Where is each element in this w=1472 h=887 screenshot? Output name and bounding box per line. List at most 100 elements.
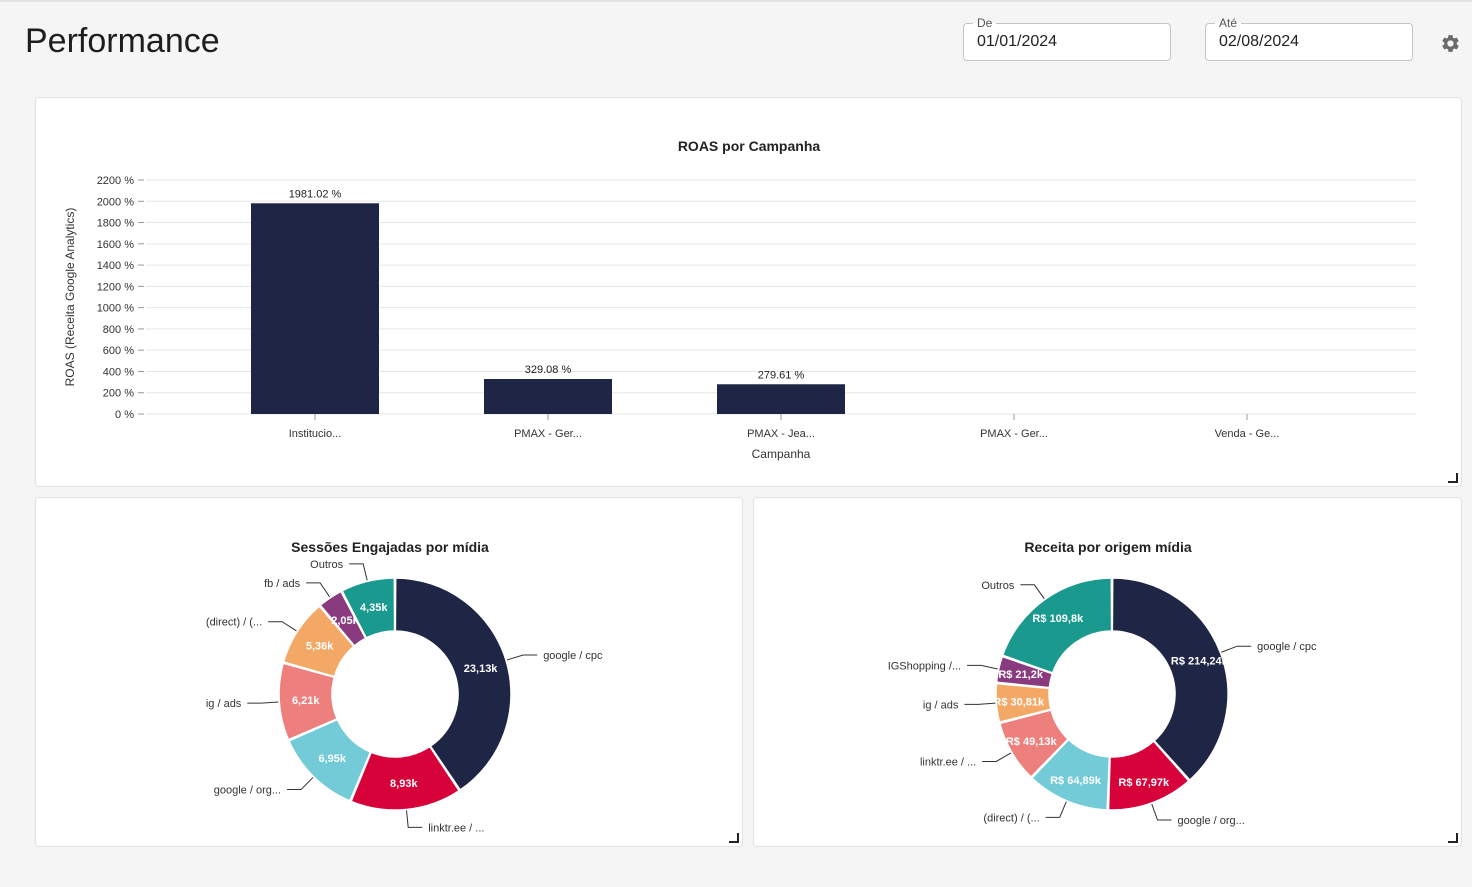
x-tick-label: PMAX - Jea... [747,428,815,440]
leader-line [268,621,297,632]
date-from-input[interactable] [977,33,1157,51]
slice-category-label: google / org... [1178,815,1245,827]
slice-category-label: ig / ads [206,698,242,710]
leader-line [349,563,368,581]
roas-bar-chart: ROAS por Campanha ROAS (Receita Google An… [63,138,1416,461]
donut-slice[interactable] [350,745,460,811]
leader-line [982,752,1012,762]
resize-handle[interactable] [1448,473,1458,483]
donut-slice[interactable] [288,718,372,802]
slice-category-label: IGShopping /... [888,660,961,672]
y-axis-label: ROAS (Receita Google Analytics) [63,208,77,387]
x-tick-label: PMAX - Ger... [980,428,1048,440]
leader-line [306,582,331,598]
donut-slice[interactable] [341,577,396,639]
slice-value-label: 23,13k [464,663,499,675]
resize-handle[interactable] [729,833,739,843]
donut-slice[interactable] [278,662,338,741]
y-tick-label: 800 % [103,324,134,336]
sessions-donut-chart: Sessões Engajadas por mídia 23,13k google … [206,539,603,834]
gear-icon[interactable] [1440,33,1461,54]
leader-line [406,810,423,828]
bar[interactable] [484,378,612,414]
slice-value-label: R$ 21,2k [998,669,1044,681]
y-tick-label: 400 % [103,366,134,378]
slice-value-label: R$ 49,13k [1006,736,1058,748]
slice-value-label: 8,93k [390,778,418,790]
bar[interactable] [251,203,379,414]
y-tick-label: 1000 % [97,303,135,315]
leader-line [1020,584,1045,599]
sessions-chart-card: Sessões Engajadas por mídia 23,13k google … [35,497,743,847]
slice-category-label: google / cpc [1257,641,1317,653]
x-tick-label: Institucio... [289,428,342,440]
leader-line [287,777,314,791]
slice-category-label: linktr.ee / ... [428,822,484,834]
revenue-chart-card: Receita por origem mídia R$ 214,24k google… [753,497,1462,847]
y-tick-label: 1400 % [97,260,135,272]
y-tick-label: 2200 % [97,175,135,187]
donut-slice[interactable] [995,682,1052,723]
slice-value-label: R$ 109,8k [1032,613,1084,625]
date-from-field[interactable]: De [963,16,1171,61]
slice-value-label: 5,36k [306,641,334,653]
top-divider [0,0,1472,2]
bar-data-label: 279.61 % [758,369,805,381]
donut-slice[interactable] [394,577,512,791]
leader-line [1045,801,1067,818]
donut-slice[interactable] [1031,738,1111,811]
y-tick-label: 1600 % [97,239,135,251]
x-axis-label: Campanha [752,447,811,461]
bar-data-label: 1981.02 % [289,188,342,200]
slice-value-label: R$ 30,81k [993,696,1045,708]
donut-slice[interactable] [995,655,1054,689]
slice-category-label: ig / ads [923,699,959,711]
slice-category-label: google / org... [214,785,281,797]
donut-slice[interactable] [319,590,367,647]
slice-value-label: 4,35k [360,602,388,614]
bar[interactable] [717,384,845,414]
slice-category-label: fb / ads [264,578,301,590]
x-tick-label: PMAX - Ger... [514,428,582,440]
revenue-donut-chart: Receita por origem mídia R$ 214,24k google… [888,539,1317,827]
leader-line [247,701,279,704]
slice-value-label: 6,21k [292,695,320,707]
slice-category-label: (direct) / (... [983,812,1039,824]
chart-title: ROAS por Campanha [678,138,821,154]
slice-value-label: R$ 214,24k [1171,656,1229,668]
donut-slice[interactable] [999,709,1069,778]
y-tick-label: 1800 % [97,218,135,230]
leader-line [506,654,538,661]
slice-value-label: 2,05k [331,615,359,627]
roas-chart-card: ROAS por Campanha ROAS (Receita Google An… [35,97,1462,487]
slice-category-label: Outros [310,559,344,571]
slice-value-label: R$ 64,89k [1050,775,1102,787]
y-tick-label: 600 % [103,345,134,357]
donut-slice[interactable] [1111,577,1229,781]
page-title: Performance [25,22,220,60]
date-to-field[interactable]: Até [1205,16,1413,61]
y-tick-label: 2000 % [97,196,135,208]
y-tick-label: 1200 % [97,281,135,293]
slice-category-label: linktr.ee / ... [920,756,976,768]
slice-value-label: 6,95k [318,753,346,765]
donut-slice[interactable] [1107,740,1190,811]
resize-handle[interactable] [1448,833,1458,843]
x-tick-label: Venda - Ge... [1215,428,1280,440]
chart-title: Receita por origem mídia [1024,539,1191,555]
bar-data-label: 329.08 % [525,364,572,376]
leader-line [967,664,998,670]
date-from-label: De [973,16,997,30]
slice-category-label: Outros [981,580,1015,592]
donut-slice[interactable] [282,605,355,678]
y-tick-label: 200 % [103,388,134,400]
slice-value-label: R$ 67,97k [1118,777,1170,789]
leader-line [964,702,996,705]
date-to-label: Até [1215,16,1242,30]
leader-line [1151,803,1172,821]
slice-category-label: google / cpc [543,650,603,662]
date-to-input[interactable] [1219,33,1399,51]
donut-slice[interactable] [1001,577,1113,674]
y-tick-label: 0 % [115,409,134,421]
slice-category-label: (direct) / (... [206,617,262,629]
